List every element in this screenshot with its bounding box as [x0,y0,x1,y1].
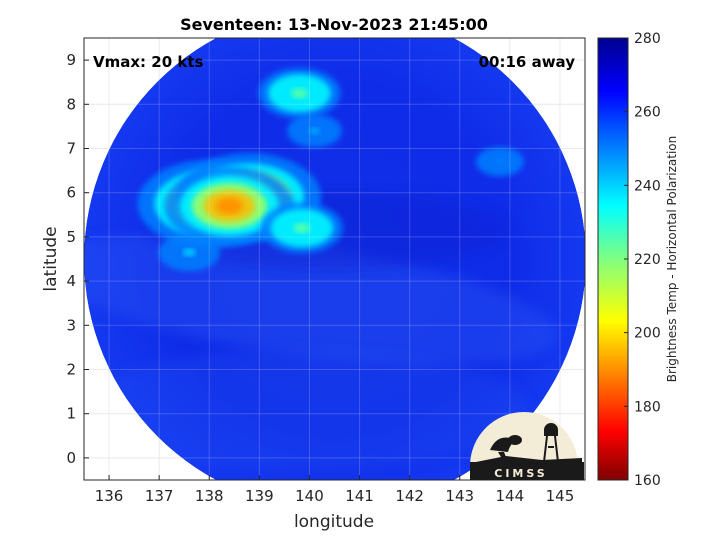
y-tick-label: 2 [66,361,76,379]
colorbar-tick-label: 280 [634,31,661,47]
plot-frame [83,37,586,481]
cold-feature-core [215,197,243,215]
colorbar-tick-label: 220 [634,252,661,268]
cold-feature-core [308,127,321,135]
y-ticks: 0 1 2 3 4 5 6 7 8 9 [66,51,89,467]
y-tick-label: 9 [66,51,76,69]
y-tick-label: 4 [66,272,76,290]
x-tick-label: 142 [395,487,424,505]
y-tick-label: 8 [66,95,76,113]
satellite-dish-icon [490,437,516,462]
colorbar [597,37,629,481]
y-tick-label: 3 [66,316,76,334]
grid-over [84,38,585,480]
colorbar-tick-label: 240 [634,178,661,194]
y-tick-label: 6 [66,184,76,202]
colorbar-tick-label: 200 [634,326,661,342]
x-tick-label: 141 [345,487,374,505]
logo-band [470,462,584,480]
colorbar-label: Brightness Temp - Horizontal Polarizatio… [665,136,679,383]
x-tick-label: 144 [496,487,525,505]
logo-text: CIMSS [494,467,547,480]
y-axis-label: latitude [41,226,61,291]
colorbar-tick-label: 160 [634,473,661,489]
colorbar-ticks: 160 180 200 220 240 260 280 [624,31,661,489]
x-axis-label: longitude [294,512,374,532]
x-tick-label: 139 [245,487,274,505]
chart-title: Seventeen: 13-Nov-2023 21:45:00 [180,15,488,34]
vmax-annotation: Vmax: 20 kts [93,53,203,71]
cold-feature-core [494,158,505,165]
swath [84,38,585,480]
x-tick-label: 136 [95,487,124,505]
swath-south-light [84,350,530,470]
cold-feature-core [182,248,196,257]
x-ticks: 136 137 138 139 140 141 142 143 144 145 [95,475,575,505]
logo-building [476,456,582,464]
time-away-annotation: 00:16 away [479,53,576,71]
colorbar-tick-label: 260 [634,105,661,121]
cimss-logo: CIMSS [470,412,584,480]
x-tick-label: 140 [295,487,324,505]
colorbar-tick-label: 180 [634,399,661,415]
features [137,68,524,272]
satellite-dish-icon-2 [508,435,522,445]
water-tower-icon [543,423,559,462]
y-tick-label: 5 [66,228,76,246]
x-tick-label: 138 [195,487,224,505]
cold-feature-core [293,222,311,234]
y-tick-label: 7 [66,140,76,158]
x-tick-label: 137 [145,487,174,505]
y-tick-label: 1 [66,405,76,423]
cold-feature-core [291,87,308,99]
y-tick-label: 0 [66,449,76,467]
x-tick-label: 145 [546,487,575,505]
x-tick-label: 143 [445,487,474,505]
